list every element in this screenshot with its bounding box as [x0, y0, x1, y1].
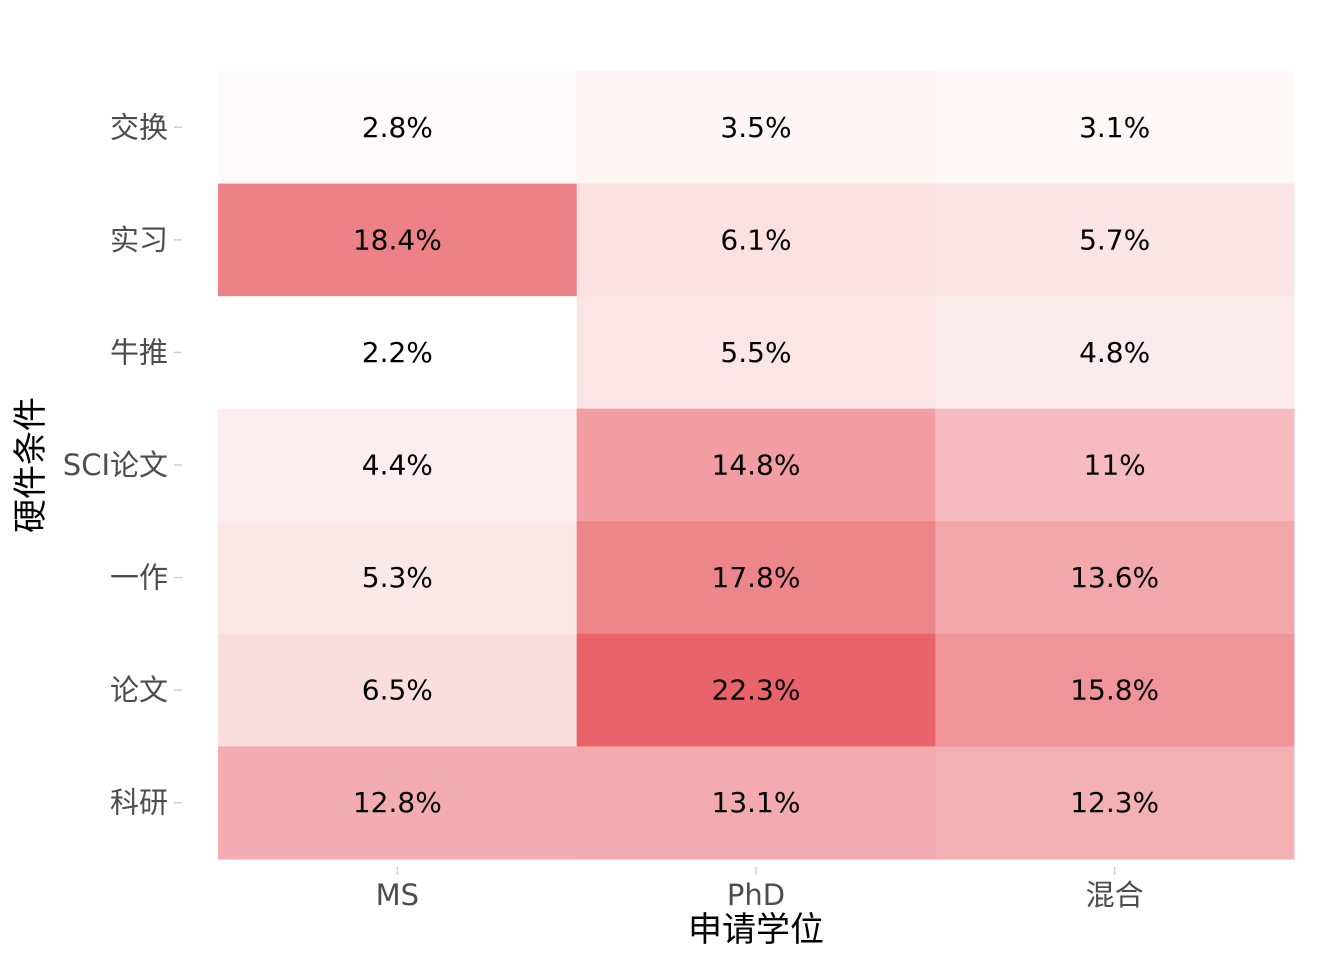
y-tick-label: 交换	[110, 110, 168, 144]
cell-value-label: 4.4%	[362, 449, 433, 482]
x-tick-label: PhD	[727, 878, 785, 912]
x-tick-label: 混合	[1086, 878, 1144, 912]
cell-value-label: 6.1%	[720, 223, 791, 256]
cell-value-label: 15.8%	[1070, 674, 1159, 707]
cell-value-label: 5.5%	[720, 336, 791, 369]
x-axis: MS PhD 混合	[376, 867, 1144, 912]
x-axis-title: 申请学位	[688, 910, 824, 950]
y-tick-label: 科研	[110, 786, 168, 820]
cell-value-label: 11%	[1084, 449, 1146, 482]
y-tick-label: 一作	[110, 561, 168, 595]
cell-value-label: 12.3%	[1070, 786, 1159, 819]
cell-value-label: 5.3%	[362, 561, 433, 594]
cell-value-label: 12.8%	[353, 786, 442, 819]
cell-value-label: 22.3%	[712, 674, 801, 707]
y-tick-label: 牛推	[110, 335, 168, 369]
y-tick-label: 论文	[110, 673, 168, 707]
x-tick-label: MS	[376, 878, 419, 912]
cell-value-label: 2.8%	[362, 111, 433, 144]
cell-value-label: 6.5%	[362, 674, 433, 707]
cell-value-label: 3.1%	[1079, 111, 1150, 144]
cell-value-label: 4.8%	[1079, 336, 1150, 369]
cell-value-label: 5.7%	[1079, 223, 1150, 256]
cell-value-label: 13.1%	[712, 786, 801, 819]
cell-value-label: 13.6%	[1070, 561, 1159, 594]
cell-value-label: 18.4%	[353, 223, 442, 256]
y-tick-label: 实习	[110, 223, 168, 257]
y-axis-title: 硬件条件	[11, 397, 51, 533]
cell-value-label: 3.5%	[720, 111, 791, 144]
cell-value-label: 17.8%	[712, 561, 801, 594]
y-tick-label: SCI论文	[63, 448, 168, 482]
cell-value-label: 2.2%	[362, 336, 433, 369]
cell-value-label: 14.8%	[712, 449, 801, 482]
